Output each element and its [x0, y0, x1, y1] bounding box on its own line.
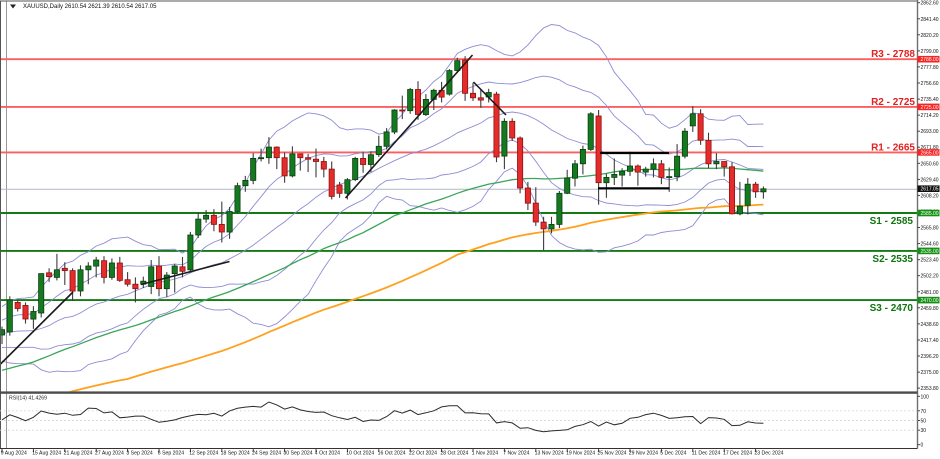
- svg-text:50: 50: [921, 419, 927, 425]
- svg-text:25 Nov 2024: 25 Nov 2024: [597, 451, 626, 457]
- svg-text:XAUUSD,Daily 2610.54 2621.39: XAUUSD,Daily 2610.54 2621.39 2610.54 261…: [23, 4, 157, 10]
- svg-text:15 Aug 2024: 15 Aug 2024: [32, 451, 61, 457]
- svg-text:2470.00: 2470.00: [921, 298, 939, 304]
- svg-text:70: 70: [921, 409, 927, 415]
- svg-text:2735.40: 2735.40: [921, 97, 939, 103]
- svg-text:2671.80: 2671.80: [921, 145, 939, 151]
- svg-text:23 Dec 2024: 23 Dec 2024: [754, 451, 783, 457]
- svg-text:9 Aug 2024: 9 Aug 2024: [1, 451, 27, 457]
- svg-text:S1 - 2585: S1 - 2585: [870, 216, 914, 227]
- svg-text:2565.80: 2565.80: [921, 226, 939, 232]
- svg-text:29 Nov 2024: 29 Nov 2024: [629, 451, 658, 457]
- svg-text:2481.00: 2481.00: [921, 290, 939, 296]
- svg-text:19 Nov 2024: 19 Nov 2024: [566, 451, 595, 457]
- svg-text:13 Nov 2024: 13 Nov 2024: [535, 451, 564, 457]
- svg-text:12 Sep 2024: 12 Sep 2024: [189, 451, 218, 457]
- svg-text:2725.00: 2725.00: [921, 105, 939, 111]
- svg-text:2353.80: 2353.80: [921, 386, 939, 392]
- svg-text:2756.60: 2756.60: [921, 81, 939, 87]
- svg-text:3 Sep 2024: 3 Sep 2024: [126, 451, 152, 457]
- svg-text:2608.20: 2608.20: [921, 193, 939, 199]
- svg-text:24 Sep 2024: 24 Sep 2024: [252, 451, 281, 457]
- svg-text:2417.40: 2417.40: [921, 338, 939, 344]
- svg-text:4 Oct 2024: 4 Oct 2024: [315, 451, 340, 457]
- svg-text:7 Nov 2024: 7 Nov 2024: [503, 451, 529, 457]
- svg-text:R1 - 2665: R1 - 2665: [871, 142, 915, 153]
- svg-text:16 Oct 2024: 16 Oct 2024: [378, 451, 406, 457]
- svg-text:2714.20: 2714.20: [921, 113, 939, 119]
- svg-text:28 Oct 2024: 28 Oct 2024: [440, 451, 468, 457]
- svg-text:21 Aug 2024: 21 Aug 2024: [64, 451, 93, 457]
- svg-text:2693.00: 2693.00: [921, 129, 939, 135]
- svg-text:2820.20: 2820.20: [921, 33, 939, 39]
- svg-text:2396.20: 2396.20: [921, 354, 939, 360]
- svg-text:1 Nov 2024: 1 Nov 2024: [472, 451, 498, 457]
- svg-text:2585.00: 2585.00: [921, 211, 939, 217]
- svg-text:27 Aug 2024: 27 Aug 2024: [95, 451, 124, 457]
- svg-text:2523.40: 2523.40: [921, 258, 939, 264]
- svg-text:2841.40: 2841.40: [921, 17, 939, 23]
- svg-text:2799.00: 2799.00: [921, 49, 939, 55]
- svg-text:2617.05: 2617.05: [921, 187, 939, 193]
- svg-text:S2- 2535: S2- 2535: [872, 254, 913, 265]
- svg-text:0: 0: [921, 443, 924, 449]
- svg-text:2629.40: 2629.40: [921, 177, 939, 183]
- svg-text:2459.80: 2459.80: [921, 306, 939, 312]
- svg-text:5 Dec 2024: 5 Dec 2024: [660, 451, 686, 457]
- svg-text:2535.00: 2535.00: [921, 249, 939, 255]
- svg-text:2438.60: 2438.60: [921, 322, 939, 328]
- svg-text:2650.60: 2650.60: [921, 161, 939, 167]
- svg-text:2788.00: 2788.00: [921, 57, 939, 63]
- svg-text:2777.80: 2777.80: [921, 65, 939, 71]
- svg-text:RSI(14) 41.4269: RSI(14) 41.4269: [9, 396, 47, 402]
- svg-text:R2 - 2725: R2 - 2725: [871, 97, 915, 108]
- svg-text:100: 100: [921, 394, 930, 400]
- svg-text:30 Sep 2024: 30 Sep 2024: [283, 451, 312, 457]
- svg-text:2375.00: 2375.00: [921, 370, 939, 376]
- svg-text:17 Dec 2024: 17 Dec 2024: [723, 451, 752, 457]
- svg-text:30: 30: [921, 428, 927, 434]
- svg-text:18 Sep 2024: 18 Sep 2024: [221, 451, 250, 457]
- svg-text:2665.00: 2665.00: [921, 150, 939, 156]
- svg-text:22 Oct 2024: 22 Oct 2024: [409, 451, 437, 457]
- svg-text:2502.20: 2502.20: [921, 274, 939, 280]
- svg-text:6 Sep 2024: 6 Sep 2024: [158, 451, 184, 457]
- svg-text:S3 - 2470: S3 - 2470: [870, 303, 914, 314]
- svg-text:R3 - 2788: R3 - 2788: [871, 49, 915, 60]
- svg-text:10 Oct 2024: 10 Oct 2024: [346, 451, 374, 457]
- svg-text:2544.60: 2544.60: [921, 242, 939, 248]
- svg-text:11 Dec 2024: 11 Dec 2024: [692, 451, 721, 457]
- svg-text:2862.60: 2862.60: [921, 1, 939, 7]
